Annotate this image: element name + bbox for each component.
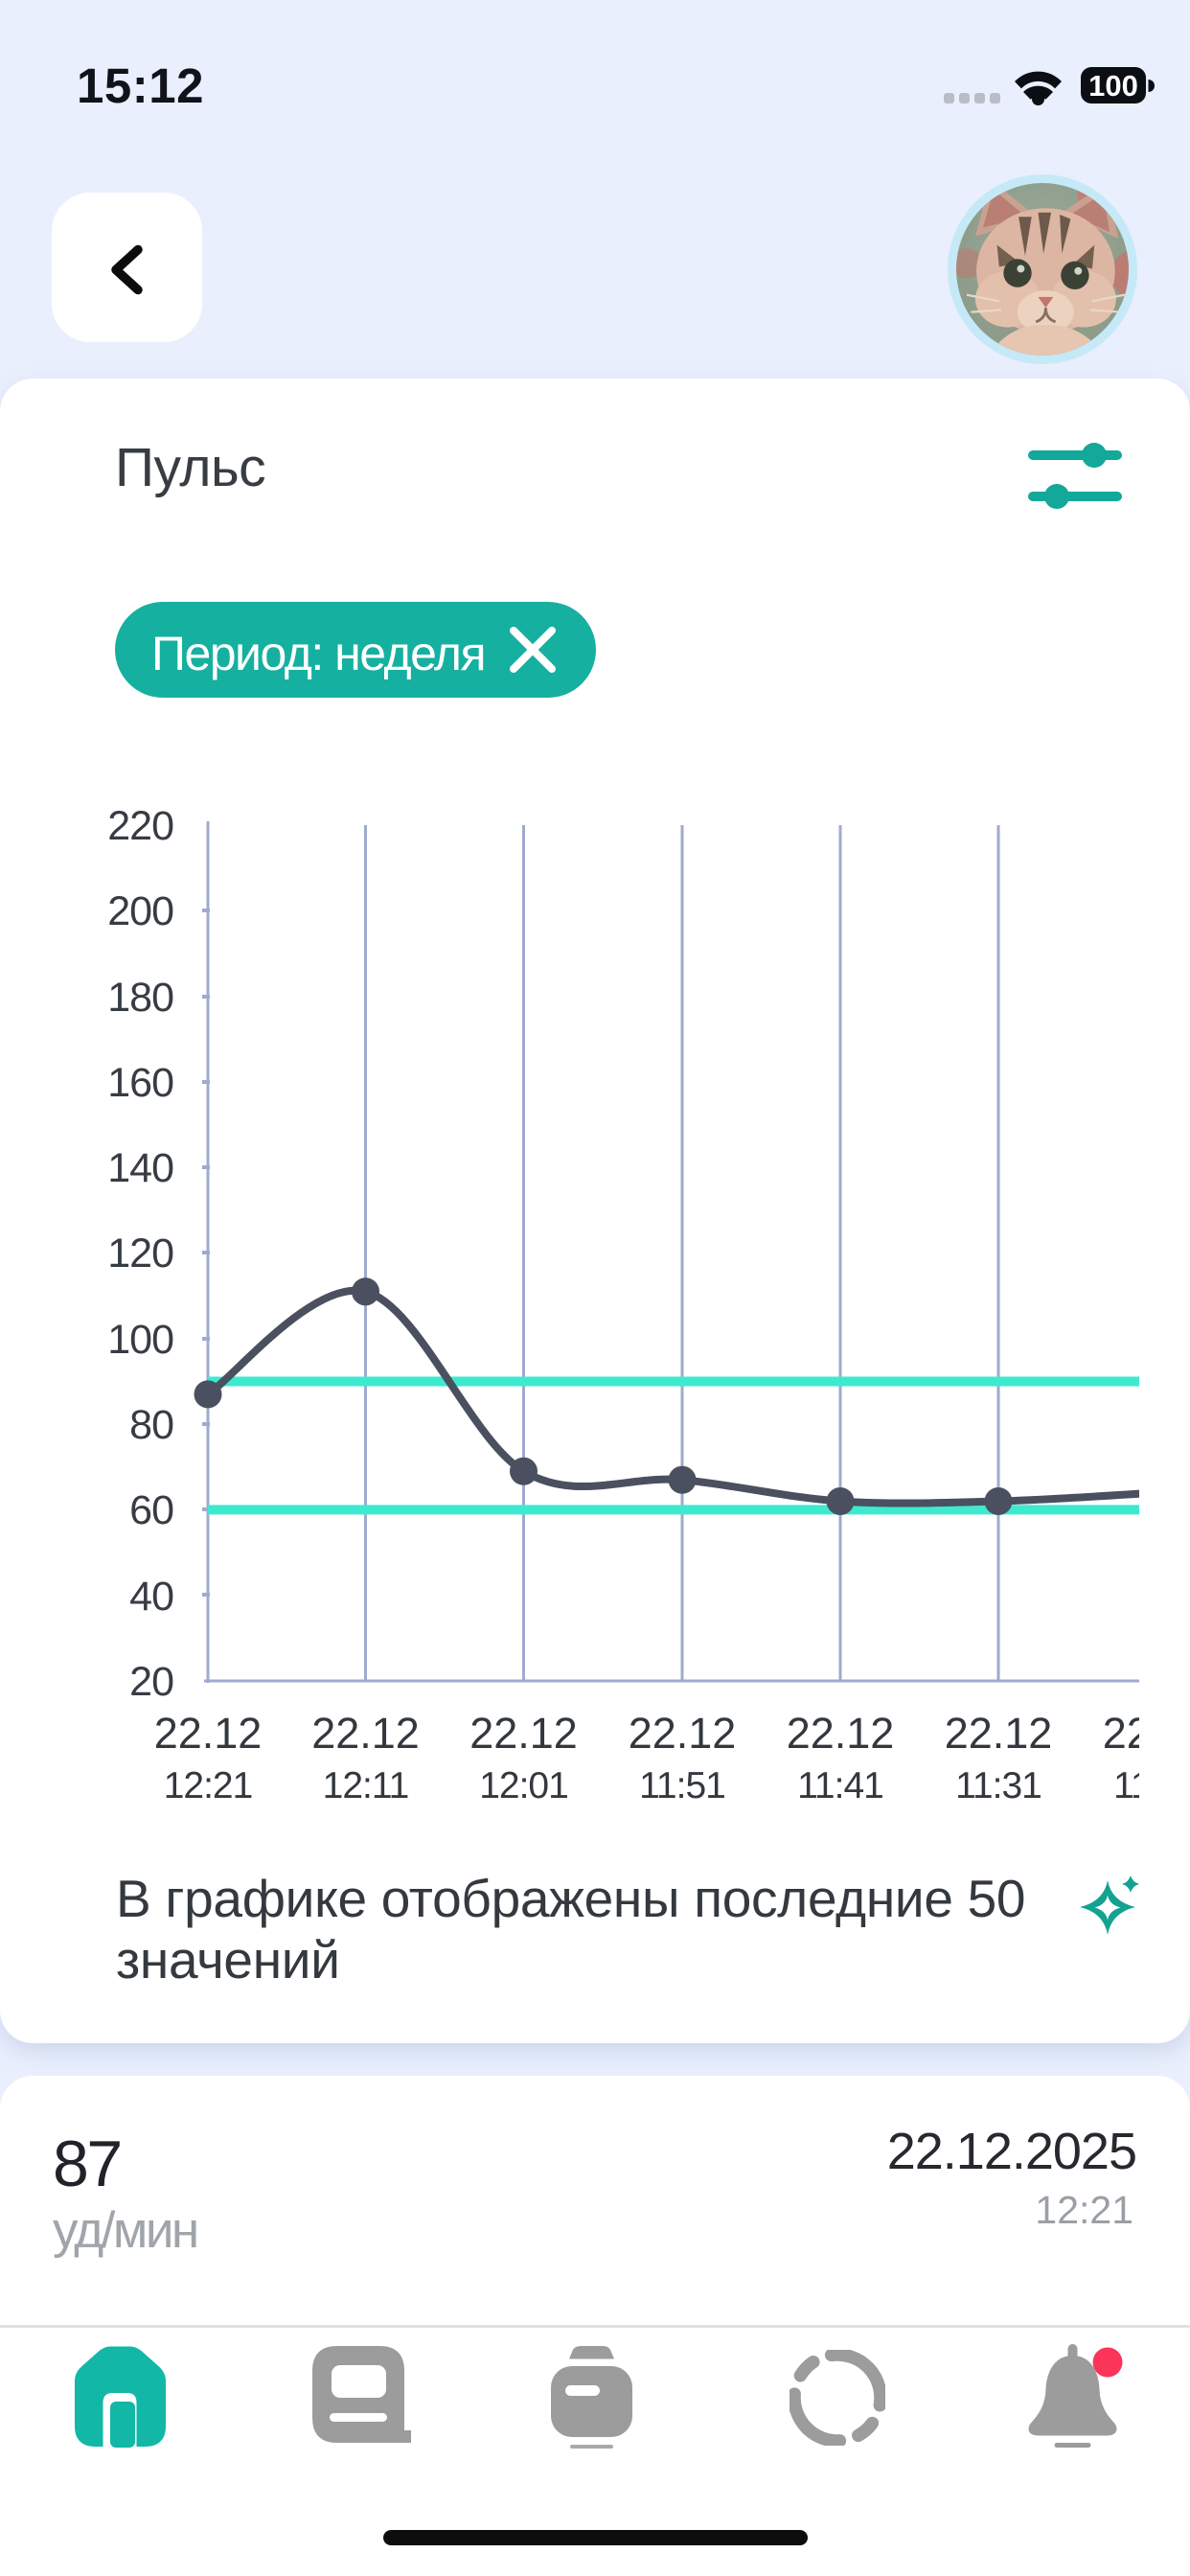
svg-text:12:01: 12:01 bbox=[479, 1765, 568, 1806]
svg-text:100: 100 bbox=[1088, 69, 1138, 103]
svg-text:40: 40 bbox=[129, 1574, 173, 1620]
svg-text:22.12: 22.12 bbox=[154, 1709, 263, 1758]
svg-text:11:31: 11:31 bbox=[955, 1765, 1041, 1806]
svg-text:22.12: 22.12 bbox=[629, 1709, 737, 1758]
svg-text:80: 80 bbox=[129, 1402, 173, 1448]
svg-text:120: 120 bbox=[107, 1230, 173, 1276]
svg-text:22.12: 22.12 bbox=[1103, 1709, 1139, 1758]
svg-text:140: 140 bbox=[107, 1145, 173, 1191]
svg-text:20: 20 bbox=[129, 1659, 173, 1705]
svg-text:100: 100 bbox=[107, 1317, 173, 1363]
svg-text:22.12: 22.12 bbox=[311, 1709, 420, 1758]
svg-text:60: 60 bbox=[129, 1487, 173, 1533]
svg-text:180: 180 bbox=[107, 975, 173, 1021]
svg-text:200: 200 bbox=[107, 888, 173, 934]
svg-text:22.12: 22.12 bbox=[787, 1709, 895, 1758]
svg-text:11:51: 11:51 bbox=[639, 1765, 725, 1806]
svg-text:12:21: 12:21 bbox=[164, 1765, 253, 1806]
svg-text:12:11: 12:11 bbox=[323, 1765, 409, 1806]
svg-text:11:21: 11:21 bbox=[1113, 1765, 1139, 1806]
svg-text:220: 220 bbox=[107, 803, 173, 849]
svg-text:160: 160 bbox=[107, 1060, 173, 1106]
svg-text:22.12: 22.12 bbox=[469, 1709, 578, 1758]
svg-text:22.12: 22.12 bbox=[945, 1709, 1053, 1758]
svg-text:11:41: 11:41 bbox=[797, 1765, 883, 1806]
